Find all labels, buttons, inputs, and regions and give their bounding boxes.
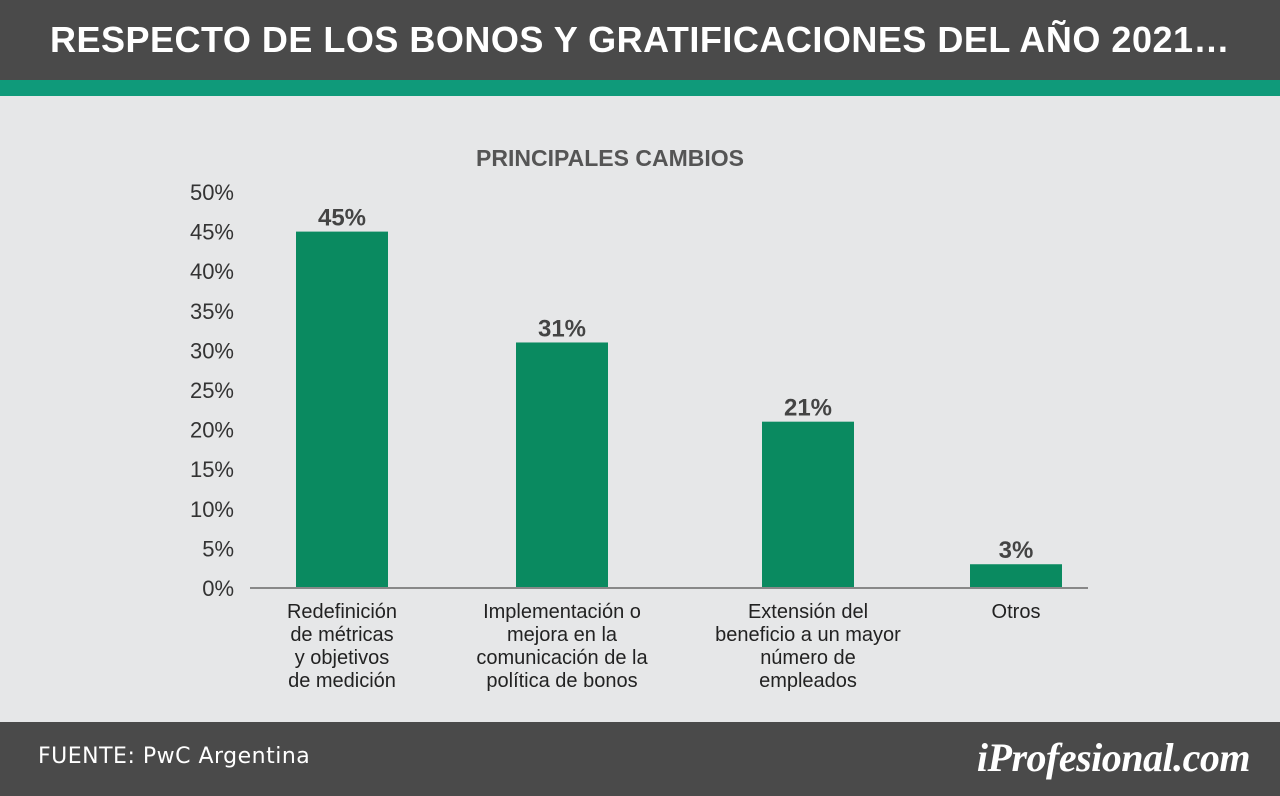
- y-tick-label: 15%: [190, 457, 234, 482]
- bar-data-label: 31%: [538, 315, 586, 342]
- bar: [970, 564, 1062, 588]
- x-category-label: comunicación de la: [476, 647, 648, 669]
- y-tick-label: 40%: [190, 259, 234, 284]
- x-category-label: número de: [760, 647, 856, 669]
- bar: [296, 231, 388, 588]
- x-category-label: empleados: [759, 670, 857, 692]
- page-title: RESPECTO DE LOS BONOS Y GRATIFICACIONES …: [49, 19, 1231, 60]
- y-tick-label: 45%: [190, 220, 234, 245]
- y-tick-label: 5%: [202, 536, 234, 561]
- header-bar: RESPECTO DE LOS BONOS Y GRATIFICACIONES …: [0, 0, 1280, 80]
- x-category-label: Redefinición: [287, 601, 397, 623]
- bar: [762, 421, 854, 588]
- accent-band: [0, 80, 1280, 96]
- y-tick-label: 30%: [190, 338, 234, 363]
- y-tick-label: 35%: [190, 299, 234, 324]
- y-tick-label: 50%: [190, 180, 234, 205]
- y-tick-label: 25%: [190, 378, 234, 403]
- x-category-label: y objetivos: [295, 647, 390, 669]
- x-category-label: mejora en la: [507, 624, 618, 646]
- bar-chart: PRINCIPALES CAMBIOS 0% 5% 10% 15% 20% 25% 30% 35…: [190, 145, 1088, 692]
- chart-title: PRINCIPALES CAMBIOS: [476, 145, 744, 171]
- x-category-label: Implementación o: [483, 601, 641, 623]
- x-category-label: de métricas: [290, 624, 393, 646]
- bar-data-label: 21%: [784, 395, 832, 422]
- bar-data-label: 45%: [318, 205, 366, 232]
- x-category-label: de medición: [288, 670, 396, 692]
- x-category-label: política de bonos: [486, 670, 637, 692]
- source-note: FUENTE: PwC Argentina: [38, 744, 311, 769]
- bar-data-label: 3%: [999, 537, 1034, 564]
- y-tick-label: 10%: [190, 497, 234, 522]
- y-tick-label: 20%: [190, 418, 234, 443]
- x-category-label: Extensión del: [748, 601, 868, 623]
- bar: [516, 342, 608, 588]
- footer-bar: FUENTE: PwC Argentina iProfesional.com: [0, 722, 1280, 796]
- x-category-label: beneficio a un mayor: [715, 624, 901, 646]
- y-tick-label: 0%: [202, 576, 234, 601]
- chart-area: PRINCIPALES CAMBIOS 0% 5% 10% 15% 20% 25% 30% 35…: [0, 96, 1280, 722]
- brand-logo: iProfesional.com: [976, 735, 1251, 780]
- x-category-label: Otros: [992, 601, 1041, 623]
